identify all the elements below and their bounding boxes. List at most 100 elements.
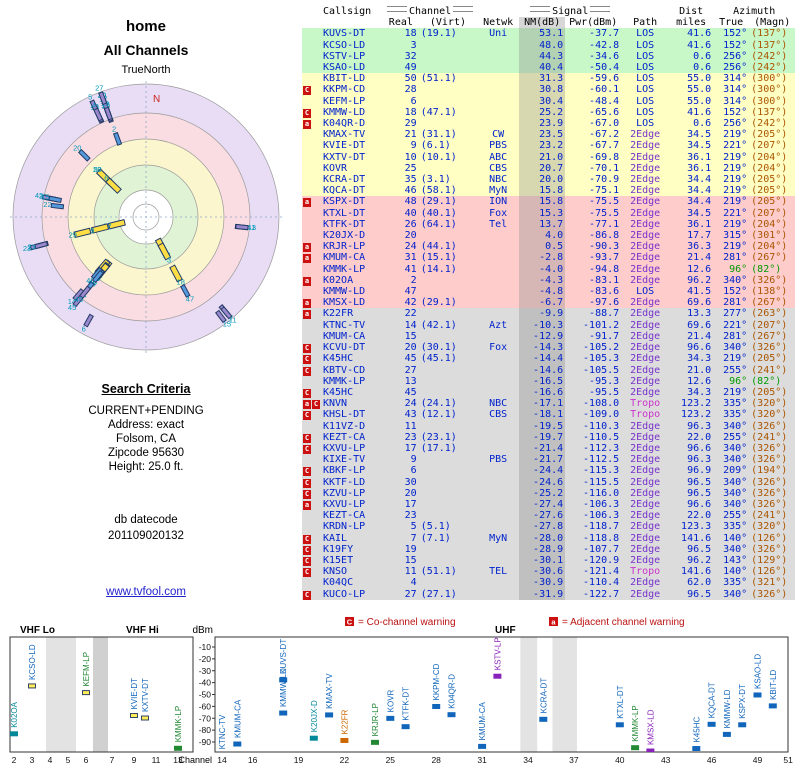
callsign-link[interactable]: K22FR [323, 308, 354, 320]
table-cell: 21.4 [687, 252, 712, 264]
x-axis-tick: 43 [661, 755, 671, 765]
radar-channel-label: 15 [223, 319, 231, 328]
co-channel-flag: C [303, 366, 311, 376]
callsign-link[interactable]: KMSX-LD [323, 297, 366, 309]
tvfool-link[interactable]: www.tvfool.com [106, 586, 186, 598]
callsign-link[interactable]: KKTF-LD [323, 476, 366, 488]
table-cell [419, 376, 477, 387]
path-cell: LOS [636, 73, 655, 85]
callsign-link[interactable]: KOVR [323, 162, 348, 174]
callsign-link[interactable]: KXVU-LP [323, 498, 366, 510]
callsign-link[interactable]: KTXL-DT [323, 207, 366, 219]
path-cell: 2Edge [630, 185, 661, 197]
table-cell: 20 [404, 230, 417, 242]
flag-cell: C [302, 443, 321, 454]
table-cell [477, 96, 519, 107]
callsign-link[interactable]: KNVN [323, 398, 348, 410]
adjacent-channel-legend-text: = Adjacent channel warning [562, 617, 685, 628]
callsign-link[interactable]: K45HC [323, 353, 354, 365]
callsign-link[interactable]: KZVU-LP [323, 487, 366, 499]
path-cell: 2Edge [630, 297, 661, 309]
table-cell: 30.8 [519, 84, 566, 96]
callsign-link[interactable]: KEFM-LP [323, 95, 366, 107]
callsign-link[interactable]: K20JX-D [323, 230, 366, 242]
callsign-link[interactable]: KMUM-CA [323, 330, 366, 342]
db-datecode-value: 201109020132 [108, 530, 184, 542]
callsign-link[interactable]: KIXE-TV [323, 454, 366, 466]
path-cell: LOS [636, 84, 655, 96]
callsign-link[interactable]: K45HC [323, 386, 354, 398]
dbm-axis-label: dBm [192, 625, 213, 636]
callsign-link[interactable]: KCVU-DT [323, 342, 366, 354]
table-cell: 22.0 [687, 431, 712, 443]
flag-cell [302, 264, 321, 275]
callsign-link[interactable]: KHSL-DT [323, 409, 366, 421]
callsign-link[interactable]: KUVS-DT [323, 28, 366, 40]
callsign-link[interactable]: K15ET [323, 554, 354, 566]
radar-channel-marker [79, 285, 92, 299]
table-row: C K45HC 45 -16.6 -95.5 2Edge 34.3 219° (205°) [302, 386, 796, 399]
path-cell: 2Edge [630, 521, 661, 533]
table-cell: -118.7 [583, 521, 620, 533]
callsign-link[interactable]: K02OA [323, 274, 354, 286]
callsign-link[interactable]: K04QR-D [323, 118, 366, 130]
table-row: C KBTV-CD 27 -14.6 -105.5 2Edge 21.0 255° (241°) [302, 364, 796, 376]
callsign-link[interactable]: KRJR-LP [323, 241, 366, 253]
callsign-link[interactable]: K04QC [323, 577, 354, 589]
table-row: KTNC-TV 14 (42.1) Azt -10.3 -101.2 2Edge 69.6 22… [302, 319, 796, 331]
signal-marker [371, 739, 379, 745]
radar-channel-marker [93, 107, 104, 122]
callsign-link[interactable]: KMUM-CA [323, 252, 366, 264]
callsign-link[interactable]: KBIT-LD [323, 73, 366, 85]
table-cell: 123.2 [681, 398, 712, 410]
callsign-link[interactable]: KTNC-TV [323, 319, 366, 331]
callsign-link[interactable]: KBKF-LP [323, 465, 366, 477]
table-cell: 3 [410, 39, 417, 51]
table-cell: (137°) [751, 28, 788, 40]
callsign-link[interactable]: K11VZ-D [323, 420, 366, 432]
radar-channel-marker [112, 131, 123, 146]
path-cell: 2Edge [630, 465, 661, 477]
channel-table-body: KUVS-DT 18 (19.1) Uni 53.1 -37.7 LOS 41.6 152° (1… [302, 28, 796, 600]
callsign-link[interactable]: KAIL [323, 532, 348, 544]
callsign-link[interactable]: KXTV-DT [323, 151, 366, 163]
table-cell [419, 275, 477, 286]
table-cell [477, 376, 519, 387]
callsign-link[interactable]: KSAO-LD [323, 62, 366, 74]
callsign-link[interactable]: KBTV-CD [323, 364, 366, 376]
left-panel: home All Channels TrueNorth N 18 3 3 2 4 9 5028… [0, 0, 292, 768]
callsign-link[interactable]: KRDN-LP [323, 521, 366, 533]
table-cell: (326°) [751, 543, 788, 555]
callsign-link[interactable]: KMMW-LD [323, 286, 366, 298]
callsign-link[interactable]: KMMK-LP [323, 263, 366, 275]
callsign-link[interactable]: KTFK-DT [323, 218, 366, 230]
callsign-link[interactable]: KNSO [323, 566, 348, 578]
co-channel-flag: C [303, 344, 311, 354]
table-cell: 335° [723, 409, 748, 421]
adjacent-channel-flag: a [303, 198, 311, 208]
callsign-link[interactable]: KQCA-DT [323, 185, 366, 197]
callsign-link[interactable]: KSTV-LP [323, 50, 366, 62]
callsign-link[interactable]: K19FY [323, 543, 354, 555]
callsign-link[interactable]: KUCO-LP [323, 588, 366, 600]
callsign-link[interactable]: KCRA-DT [323, 174, 366, 186]
table-cell: 34.5 [687, 140, 712, 152]
table-cell [477, 365, 519, 376]
callsign-link[interactable]: KMMK-LP [323, 375, 366, 387]
callsign-link[interactable]: KEZT-CA [323, 510, 366, 522]
callsign-link[interactable]: KMAX-TV [323, 129, 366, 141]
callsign-link[interactable]: KEZT-CA [323, 431, 366, 443]
callsign-link[interactable]: KXVU-LP [323, 442, 366, 454]
col-group-azimuth: Azimuth [733, 6, 776, 17]
flag-cell [302, 320, 321, 331]
callsign-link[interactable]: KMMW-LD [323, 106, 366, 118]
path-cell: 2Edge [630, 454, 661, 466]
callsign-link[interactable]: KVIE-DT [323, 140, 366, 152]
table-cell: -108.0 [583, 398, 620, 410]
callsign-link[interactable]: KKPM-CD [323, 84, 366, 96]
callsign-link[interactable]: KCSO-LD [323, 39, 366, 51]
flag-cell: a [302, 252, 321, 264]
callsign-link[interactable]: KSPX-DT [323, 196, 366, 208]
table-row: KEFM-LP 6 30.4 -48.4 LOS 55.0 314° (300°) [302, 95, 796, 107]
channel-axis-label: Channel [178, 755, 212, 765]
